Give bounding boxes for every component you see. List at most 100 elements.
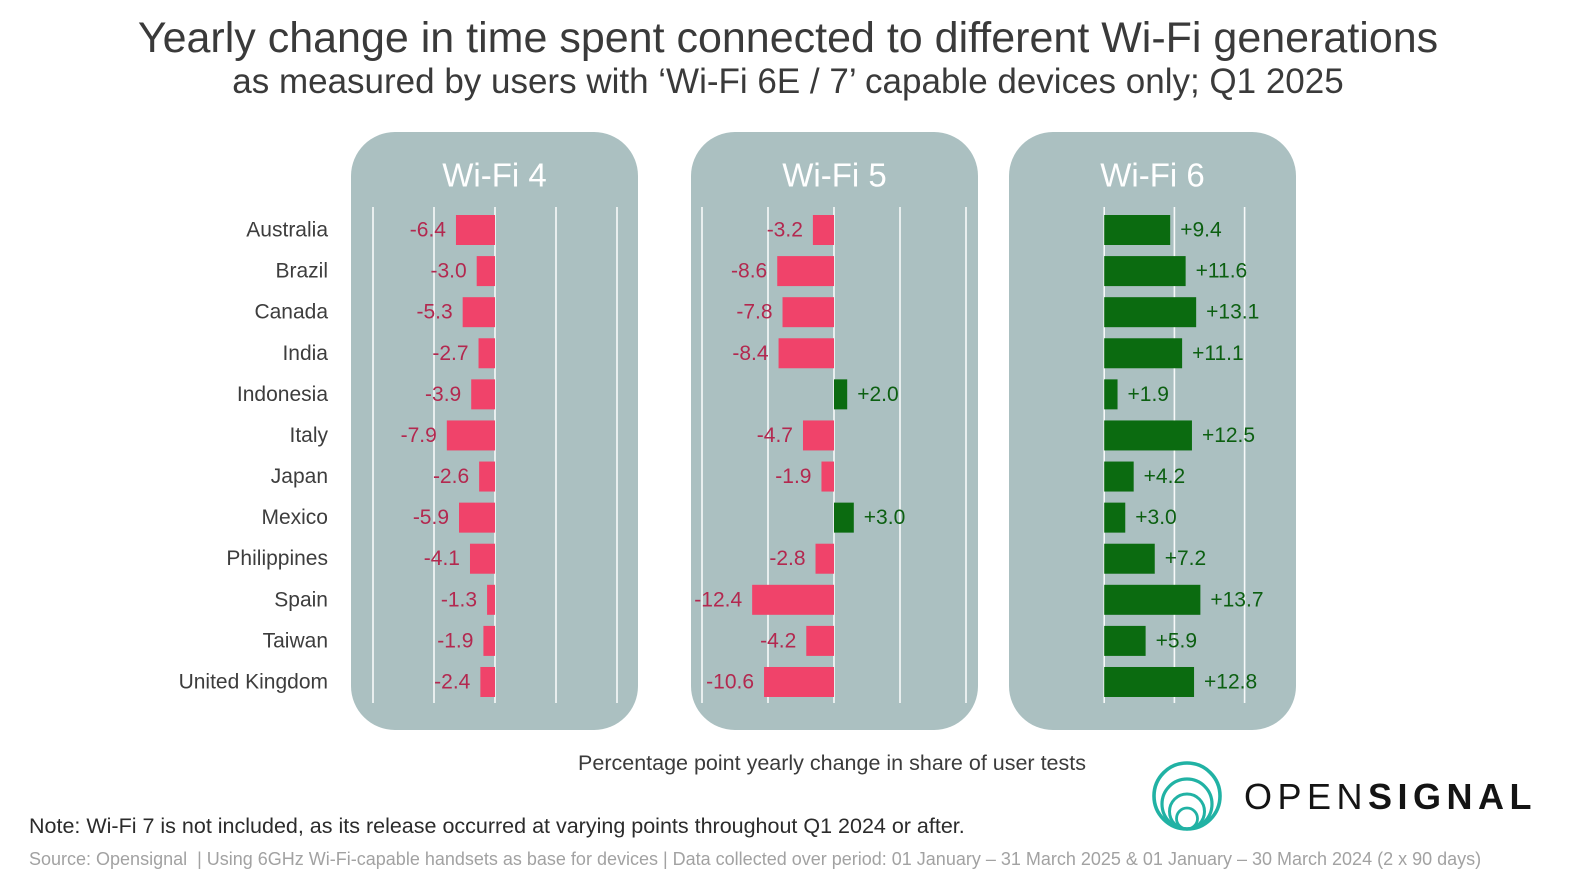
value-label-wi-fi-5-philippines: -2.8	[769, 547, 805, 570]
value-label-wi-fi-6-brazil: +11.6	[1196, 260, 1248, 283]
bar-wi-fi-4-indonesia	[471, 379, 495, 410]
logo-ring-2	[1160, 777, 1214, 831]
bar-wi-fi-6-canada	[1104, 297, 1197, 328]
facet-panel-wi-fi-6: Wi-Fi 6 +9.4 +11.6 +13.1 +11.1 +1.9 +12.5 +4.2 +…	[1009, 132, 1296, 730]
panel-title-wi-fi-4: Wi-Fi 4	[442, 157, 546, 194]
bar-wi-fi-4-brazil	[476, 256, 495, 287]
bar-wi-fi-4-taiwan	[483, 625, 495, 656]
bar-wi-fi-6-mexico	[1104, 502, 1126, 533]
bar-wi-fi-5-philippines	[815, 543, 834, 574]
bar-wi-fi-4-united-kingdom	[480, 666, 495, 697]
value-label-wi-fi-6-australia: +9.4	[1180, 219, 1222, 242]
bar-wi-fi-4-spain	[487, 584, 495, 615]
bar-wi-fi-5-japan	[821, 461, 834, 492]
value-label-wi-fi-6-mexico: +3.0	[1135, 506, 1176, 529]
bar-wi-fi-5-canada	[782, 297, 834, 328]
value-label-wi-fi-4-united-kingdom: -2.4	[434, 670, 471, 693]
facet-panel-wi-fi-4: Wi-Fi 4 -6.4 -3.0 -5.3 -2.7 -3.9 -7.9 -2.6 -5.9 -…	[351, 132, 638, 730]
bar-wi-fi-5-united-kingdom	[764, 666, 834, 697]
bar-wi-fi-4-philippines	[469, 543, 495, 574]
panel-title-wi-fi-5: Wi-Fi 5	[782, 157, 886, 194]
bar-wi-fi-6-philippines	[1104, 543, 1155, 574]
category-label-philippines: Philippines	[226, 547, 328, 570]
bar-wi-fi-4-italy	[446, 420, 495, 451]
chart-subtitle: as measured by users with ‘Wi-Fi 6E / 7’…	[232, 62, 1344, 101]
source-text: Source: Opensignal | Using 6GHz Wi-Fi-ca…	[29, 849, 1482, 869]
bar-wi-fi-5-spain	[752, 584, 834, 615]
value-label-wi-fi-6-italy: +12.5	[1202, 424, 1255, 447]
value-label-wi-fi-4-taiwan: -1.9	[437, 629, 473, 652]
category-label-italy: Italy	[289, 424, 328, 447]
bar-wi-fi-6-indonesia	[1104, 379, 1118, 410]
category-label-brazil: Brazil	[275, 260, 328, 283]
value-label-wi-fi-4-spain: -1.3	[441, 588, 477, 611]
bar-wi-fi-6-india	[1104, 338, 1183, 369]
bar-wi-fi-6-brazil	[1104, 256, 1186, 287]
value-label-wi-fi-4-italy: -7.9	[401, 424, 437, 447]
bar-wi-fi-5-taiwan	[806, 625, 834, 656]
category-label-spain: Spain	[274, 588, 328, 611]
value-label-wi-fi-4-mexico: -5.9	[413, 506, 449, 529]
value-label-wi-fi-4-brazil: -3.0	[431, 260, 467, 283]
category-label-canada: Canada	[254, 301, 328, 324]
value-label-wi-fi-4-india: -2.7	[432, 342, 468, 365]
value-label-wi-fi-6-india: +11.1	[1192, 342, 1244, 365]
bar-wi-fi-6-italy	[1104, 420, 1192, 451]
value-label-wi-fi-6-united-kingdom: +12.8	[1204, 670, 1257, 693]
logo-wordmark: OPENSIGNAL	[1244, 777, 1537, 817]
bar-wi-fi-6-australia	[1104, 215, 1171, 245]
logo-wordmark-open: OPEN	[1244, 776, 1369, 817]
logo-ring-3	[1168, 792, 1206, 831]
value-label-wi-fi-6-spain: +13.7	[1210, 588, 1263, 611]
value-label-wi-fi-6-philippines: +7.2	[1165, 547, 1206, 570]
bar-wi-fi-5-brazil	[777, 256, 834, 287]
bar-wi-fi-6-japan	[1104, 461, 1134, 492]
value-label-wi-fi-5-indonesia: +2.0	[857, 383, 898, 406]
value-label-wi-fi-4-indonesia: -3.9	[425, 383, 461, 406]
panel-title-wi-fi-6: Wi-Fi 6	[1100, 157, 1204, 194]
value-label-wi-fi-6-taiwan: +5.9	[1156, 629, 1197, 652]
category-label-india: India	[282, 342, 328, 365]
bar-wi-fi-5-india	[778, 338, 834, 369]
value-label-wi-fi-5-australia: -3.2	[767, 219, 803, 242]
value-label-wi-fi-5-brazil: -8.6	[731, 260, 767, 283]
value-label-wi-fi-5-united-kingdom: -10.6	[706, 670, 754, 693]
value-label-wi-fi-4-japan: -2.6	[433, 465, 469, 488]
category-label-united-kingdom: United Kingdom	[179, 670, 328, 693]
logo-ring-inner	[1175, 806, 1199, 831]
value-label-wi-fi-4-philippines: -4.1	[424, 547, 460, 570]
category-label-japan: Japan	[271, 465, 328, 488]
x-axis-label: Percentage point yearly change in share …	[578, 751, 1086, 775]
value-label-wi-fi-6-japan: +4.2	[1144, 465, 1185, 488]
value-label-wi-fi-5-canada: -7.8	[736, 301, 772, 324]
value-label-wi-fi-4-canada: -5.3	[416, 301, 452, 324]
category-label-taiwan: Taiwan	[263, 629, 328, 652]
concentric-circles-icon	[1152, 761, 1222, 831]
opensignal-logo: OPENSIGNAL	[1150, 759, 1550, 835]
footnote: Note: Wi-Fi 7 is not included, as its re…	[29, 814, 965, 838]
bar-wi-fi-4-india	[478, 338, 495, 369]
logo-wordmark-signal: SIGNAL	[1368, 776, 1538, 817]
bar-wi-fi-4-mexico	[459, 502, 495, 533]
value-label-wi-fi-6-canada: +13.1	[1206, 301, 1259, 324]
value-label-wi-fi-5-japan: -1.9	[775, 465, 811, 488]
bar-wi-fi-4-australia	[455, 215, 495, 245]
bar-wi-fi-5-australia	[812, 215, 834, 245]
category-label-indonesia: Indonesia	[237, 383, 328, 406]
value-label-wi-fi-5-taiwan: -4.2	[760, 629, 796, 652]
bar-wi-fi-5-italy	[802, 420, 834, 451]
category-label-australia: Australia	[246, 219, 328, 242]
value-label-wi-fi-4-australia: -6.4	[410, 219, 447, 242]
bar-wi-fi-6-united-kingdom	[1104, 666, 1195, 697]
value-label-wi-fi-6-indonesia: +1.9	[1128, 383, 1169, 406]
category-label-mexico: Mexico	[261, 506, 328, 529]
bar-wi-fi-4-canada	[462, 297, 495, 328]
chart-title: Yearly change in time spent connected to…	[137, 14, 1439, 62]
value-label-wi-fi-5-mexico: +3.0	[864, 506, 905, 529]
bar-wi-fi-6-spain	[1104, 584, 1201, 615]
bar-wi-fi-4-japan	[479, 461, 495, 492]
value-label-wi-fi-5-italy: -4.7	[757, 424, 793, 447]
bar-wi-fi-5-indonesia	[834, 379, 848, 410]
facet-panel-wi-fi-5: Wi-Fi 5 -3.2-8.6 -7.8 -8.4 +2.0 -4.7 -1.9 +3.0 -…	[691, 132, 978, 730]
value-label-wi-fi-5-india: -8.4	[732, 342, 769, 365]
